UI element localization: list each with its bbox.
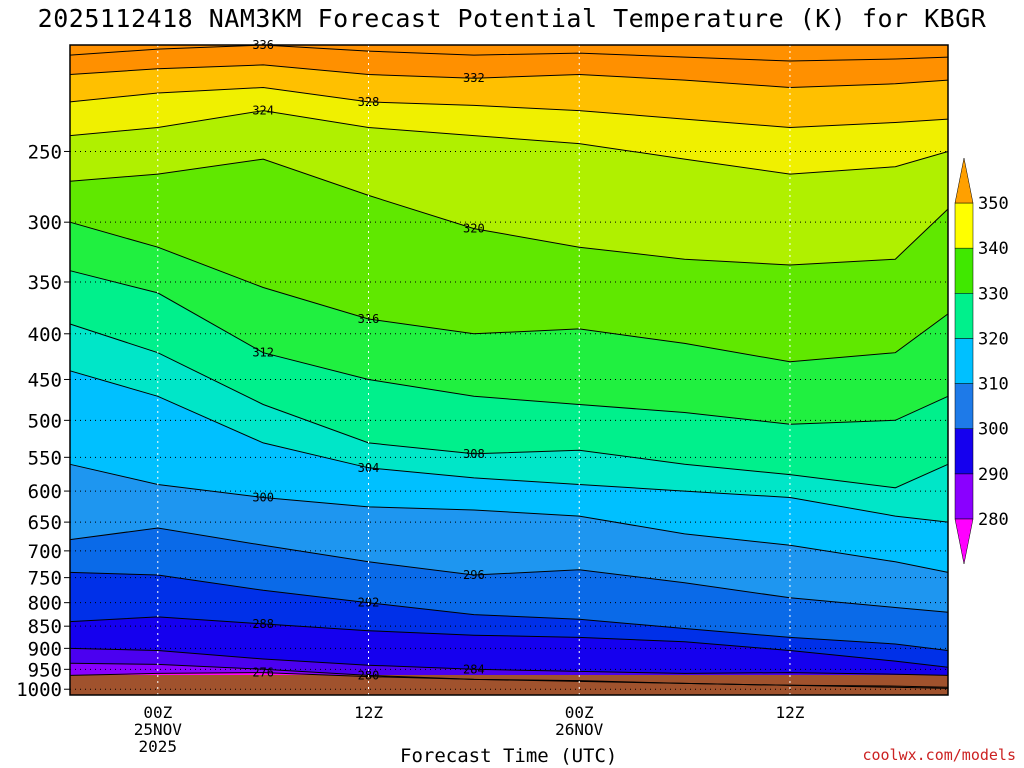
- colorbar-arrow-top: [954, 157, 974, 204]
- y-tick-label: 600: [28, 481, 62, 503]
- colorbar-segment: [954, 383, 974, 429]
- contour-fills: [70, 45, 948, 696]
- contour-line-316: [69, 221, 949, 363]
- contour-line-280: [69, 662, 949, 688]
- contour-line-336: [69, 44, 949, 62]
- y-tick-label: 500: [28, 410, 62, 432]
- y-tick-label: 700: [28, 541, 62, 563]
- contour-line-312: [69, 270, 949, 425]
- x-tick-label: 26NOV: [555, 720, 604, 739]
- x-tick-label: 00Z: [143, 703, 172, 722]
- contour-line-320: [69, 158, 949, 266]
- contour-label: 312: [252, 346, 274, 360]
- colorbar-label: 350: [978, 194, 1009, 214]
- contour-lines: 276 280 2842882922963003043083123163203243…: [69, 38, 949, 689]
- y-tick-label: 1000: [16, 679, 62, 701]
- contour-label: 320: [463, 222, 485, 236]
- y-tick-label: 550: [28, 447, 62, 469]
- colorbar-label: 310: [978, 375, 1009, 395]
- colorbar-label: 340: [978, 239, 1009, 259]
- colorbar-segment: [954, 202, 974, 249]
- axes: 2503003504004505005506006507007508008509…: [16, 44, 949, 756]
- contour-label: 284: [463, 662, 485, 676]
- colorbar-arrow-bottom: [954, 518, 974, 565]
- y-tick-label: 900: [28, 638, 62, 660]
- contour-line-324: [69, 110, 949, 175]
- x-tick-label: 25NOV: [134, 720, 183, 739]
- contour-line-332: [69, 64, 949, 89]
- y-tick-label: 450: [28, 369, 62, 391]
- grid: [70, 45, 948, 695]
- y-tick-label: 800: [28, 593, 62, 615]
- contour-label: 292: [358, 596, 380, 610]
- contour-line-304: [69, 370, 949, 523]
- contour-label: 300: [252, 490, 274, 504]
- contour-line-308: [69, 323, 949, 489]
- contour-line-328: [69, 86, 949, 129]
- contour-line-296: [69, 527, 949, 613]
- y-tick-label: 300: [28, 212, 62, 234]
- colorbar-label: 330: [978, 284, 1009, 304]
- contour-line-292: [69, 571, 949, 651]
- ground-fill: [70, 675, 948, 695]
- contour-label: 304: [358, 461, 380, 475]
- colorbar-label: 320: [978, 329, 1009, 349]
- x-tick-label: 12Z: [354, 703, 383, 722]
- y-tick-label: 850: [28, 616, 62, 638]
- contour-line-284: [69, 647, 949, 676]
- y-tick-label: 950: [28, 659, 62, 681]
- x-tick-label: 00Z: [565, 703, 594, 722]
- y-tick-label: 350: [28, 272, 62, 294]
- contour-label: 328: [358, 95, 380, 109]
- x-axis-label: Forecast Time (UTC): [400, 745, 618, 767]
- colorbar-segment: [954, 428, 974, 475]
- contour-label: 332: [463, 71, 485, 85]
- y-tick-label: 750: [28, 568, 62, 590]
- colorbar-segment: [954, 293, 974, 339]
- contour-label: 324: [252, 104, 274, 118]
- y-tick-label: 250: [28, 141, 62, 163]
- colorbar-segment: [954, 473, 974, 520]
- contour-label: 276: [252, 666, 274, 680]
- colorbar-label: 290: [978, 465, 1009, 485]
- contour-label: 288: [252, 617, 274, 631]
- colorbar-segment: [954, 338, 974, 384]
- x-tick-label: 12Z: [776, 703, 805, 722]
- colorbar-label: 280: [978, 510, 1009, 530]
- colorbar-segment: [954, 247, 974, 294]
- chart-title: 2025112418 NAM3KM Forecast Potential Tem…: [37, 4, 987, 33]
- x-tick-label: 2025: [139, 737, 178, 756]
- y-tick-label: 650: [28, 512, 62, 534]
- colorbar-label: 300: [978, 420, 1009, 440]
- credit-link[interactable]: coolwx.com/models: [862, 746, 1016, 764]
- y-tick-label: 400: [28, 324, 62, 346]
- contour-line-288: [69, 616, 949, 668]
- plot-frame: [69, 44, 949, 696]
- contour-label: 296: [463, 568, 485, 582]
- colorbar: 280 290 300 310 320 330 340 350: [954, 157, 1009, 565]
- contour-label: 308: [463, 447, 485, 461]
- contour-label: 316: [358, 312, 380, 326]
